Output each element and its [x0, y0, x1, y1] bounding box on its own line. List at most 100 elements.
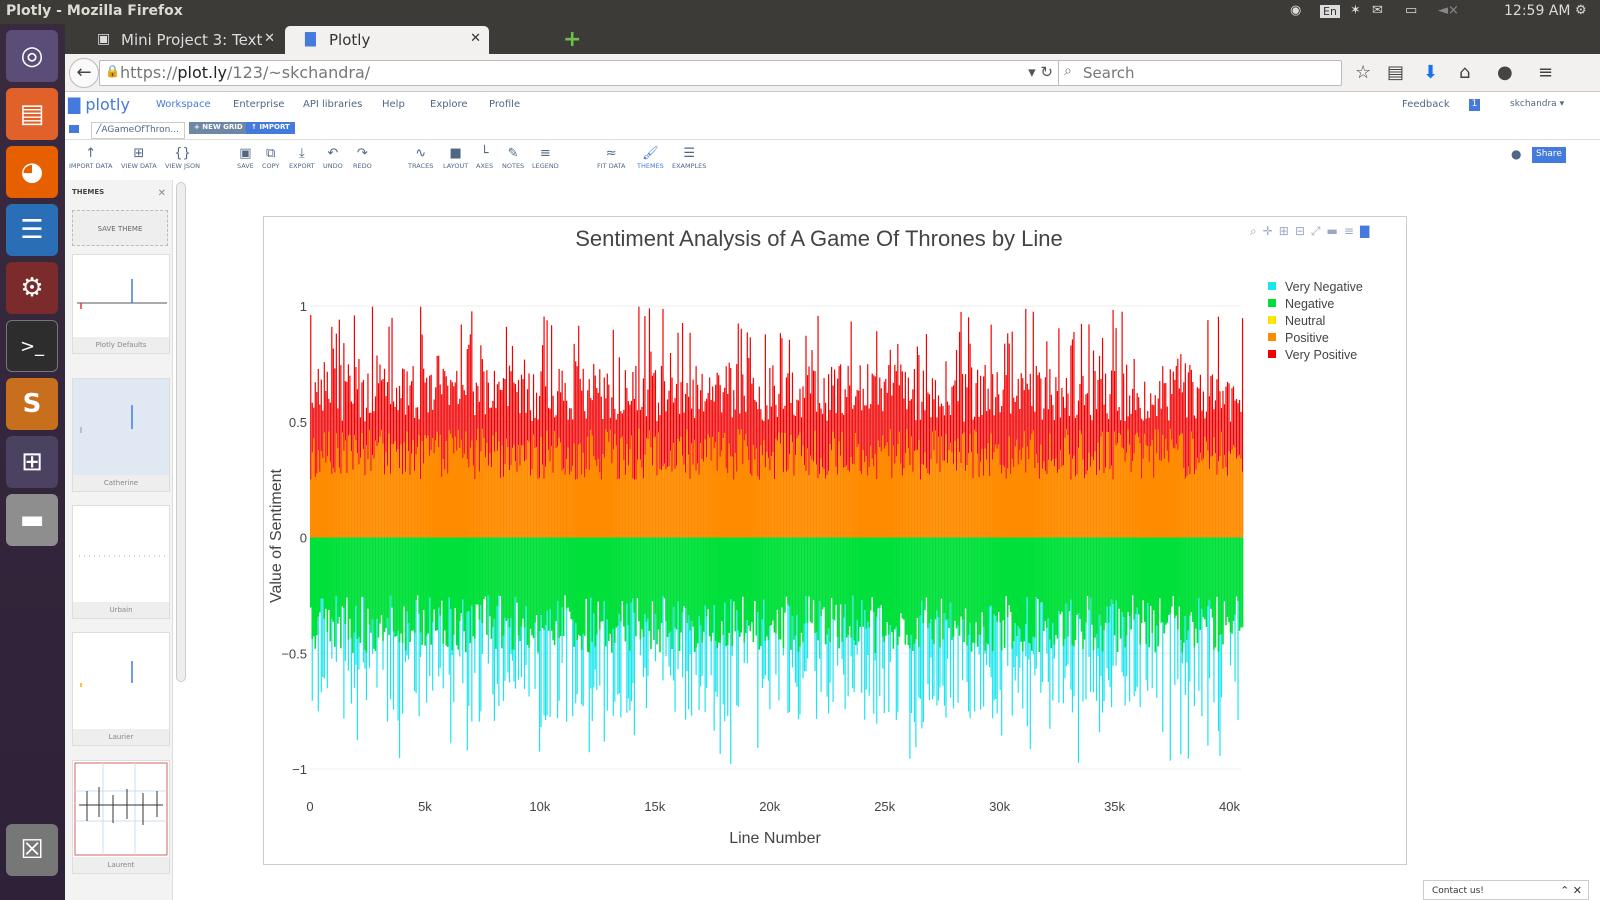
autoscale-icon[interactable]: ⤢	[1310, 224, 1327, 238]
theme-label: Urbain	[73, 602, 169, 618]
menu-hamburger-icon[interactable]: ≡	[1538, 62, 1554, 83]
theme-plotly-defaults[interactable]: Plotly Defaults	[72, 254, 170, 354]
theme-catherine[interactable]: Catherine	[72, 378, 170, 492]
nav-help[interactable]: Help	[382, 99, 405, 110]
notes-tool[interactable]: ✎ NOTES	[502, 146, 525, 170]
sublime-text-icon[interactable]: S	[6, 378, 58, 430]
close-tab-icon[interactable]: ✕	[470, 31, 481, 46]
folder-icon[interactable]	[69, 125, 79, 133]
writer-document-icon[interactable]: ☰	[6, 204, 58, 256]
contact-us-widget[interactable]: Contact us! ⌃ ✕	[1423, 880, 1589, 900]
hover-compare-icon[interactable]: ≡	[1343, 224, 1360, 238]
workspace-switcher-icon[interactable]: ⊞	[6, 436, 58, 488]
feedback-link[interactable]: Feedback	[1402, 99, 1450, 110]
zoom-out-icon[interactable]: ⊟	[1294, 224, 1311, 238]
firefox-icon[interactable]: ◕	[6, 146, 58, 198]
examples-tool[interactable]: ☰ EXAMPLES	[672, 146, 707, 170]
browser-tab-bar: ▣ Mini Project 3: Text ... ✕ ▇ Plotly ✕ …	[65, 24, 1600, 67]
plot-modebar[interactable]: ⌕✛⊞⊟⤢▬≡▇	[1250, 224, 1375, 239]
trash-icon[interactable]: ☒	[6, 824, 58, 876]
ubuntu-dash-icon[interactable]: ◎	[6, 30, 58, 82]
zoom-icon[interactable]: ⌕	[1250, 224, 1263, 238]
traces-tool[interactable]: ∿ TRACES	[408, 146, 434, 170]
comment-icon[interactable]: ●	[1511, 147, 1522, 161]
fit-data-tool[interactable]: ≈ FIT DATA	[597, 146, 626, 170]
mail-icon[interactable]: ✉	[1372, 3, 1383, 18]
home-icon[interactable]: ⌂	[1459, 62, 1471, 83]
nav-explore[interactable]: Explore	[430, 99, 468, 110]
url-host: plot.ly	[177, 63, 228, 82]
legend-label: Very Negative	[1285, 280, 1363, 294]
theme-label: Plotly Defaults	[73, 337, 169, 353]
download-icon: ⤓	[298, 146, 305, 161]
axes-tool[interactable]: └ AXES	[476, 146, 494, 170]
theme-laurier[interactable]: Laurier	[72, 632, 170, 746]
nav-enterprise[interactable]: Enterprise	[233, 99, 285, 110]
grid-tab[interactable]: ╱AGameOfThron...	[91, 122, 185, 139]
import-data-tool[interactable]: ↑ IMPORT DATA	[69, 146, 113, 170]
grid-bar: ╱AGameOfThron... + NEW GRID ↑ IMPORT	[65, 118, 1600, 140]
plotly-logo-icon[interactable]: ▇	[1359, 224, 1376, 238]
undo-tool[interactable]: ↶ UNDO	[323, 146, 343, 170]
import-icon: ↑	[85, 146, 97, 161]
back-button[interactable]: ←	[69, 58, 99, 88]
theme-urbain[interactable]: Urbain	[72, 505, 170, 619]
search-input[interactable]: ⌕ Search	[1058, 60, 1342, 86]
themes-tool[interactable]: 🖌 THEMES	[637, 146, 664, 170]
reload-icon[interactable]: ▾ ↻	[1028, 63, 1053, 81]
chat-bubble-icon[interactable]: ●	[1497, 62, 1513, 83]
themes-scrollbar[interactable]	[176, 182, 186, 682]
legend-swatch	[1268, 333, 1276, 341]
close-tab-icon[interactable]: ✕	[264, 31, 275, 46]
files-folder-icon[interactable]: ▤	[6, 88, 58, 140]
share-button[interactable]: Share	[1532, 147, 1566, 163]
save-theme-button[interactable]: SAVE THEME	[72, 210, 168, 246]
themes-panel-title: THEMES	[72, 188, 105, 196]
x-axis-ticks: 0 5k 10k 15k 20k 25k 30k 35k 40k	[306, 799, 1240, 814]
export-tool[interactable]: ⤓ EXPORT	[289, 146, 315, 170]
tab-mini-project[interactable]: ▣ Mini Project 3: Text ... ✕	[77, 26, 283, 67]
pan-icon[interactable]: ✛	[1262, 224, 1279, 238]
save-tool[interactable]: ▣ SAVE	[237, 146, 254, 170]
collapse-close-icon[interactable]: ⌃ ✕	[1560, 884, 1582, 897]
keyboard-layout-indicator[interactable]: En	[1320, 5, 1340, 18]
disk-drive-icon[interactable]: ▬	[6, 494, 58, 546]
nav-workspace[interactable]: Workspace	[156, 99, 211, 110]
view-data-tool[interactable]: ⊞ VIEW DATA	[121, 146, 157, 170]
battery-icon[interactable]: ▭	[1405, 3, 1418, 18]
reading-list-icon[interactable]: ▤	[1387, 62, 1405, 83]
grid-icon: ⊞	[133, 146, 145, 161]
volume-muted-icon[interactable]: ◄×	[1438, 3, 1459, 18]
theme-laurent[interactable]: Laurent	[72, 760, 170, 874]
import-button[interactable]: ↑ IMPORT	[246, 122, 295, 134]
wifi-icon[interactable]: ◉	[1290, 3, 1302, 18]
close-panel-icon[interactable]: ✕	[157, 188, 166, 199]
x-tick-label: 10k	[529, 799, 550, 814]
view-json-tool[interactable]: {} VIEW JSON	[165, 146, 200, 170]
y-axis-ticks: 1 0.5 0 −0.5 −1	[281, 299, 307, 777]
power-gear-icon[interactable]: ⚙	[1575, 3, 1587, 18]
terminal-icon[interactable]: >_	[6, 320, 58, 372]
legend-tool[interactable]: ≡ LEGEND	[532, 146, 559, 170]
bookmark-star-icon[interactable]: ☆	[1355, 62, 1372, 83]
tab-plotly[interactable]: ▇ Plotly ✕	[285, 26, 489, 54]
clock[interactable]: 12:59 AM	[1504, 3, 1571, 19]
notification-badge[interactable]: 1	[1469, 99, 1480, 111]
plotly-logo[interactable]: ▇ plotly	[68, 95, 130, 114]
nav-profile[interactable]: Profile	[489, 99, 521, 110]
url-bar[interactable]: 🔒 https://plot.ly/123/~skchandra/ ▾ ↻	[99, 60, 1060, 86]
nav-api-libraries[interactable]: API libraries	[303, 99, 363, 110]
system-settings-icon[interactable]: ⚙	[6, 262, 58, 314]
x-tick-label: 15k	[644, 799, 665, 814]
new-tab-plus-icon[interactable]: +	[563, 27, 582, 52]
zoom-in-icon[interactable]: ⊞	[1278, 224, 1295, 238]
bluetooth-icon[interactable]: ✶	[1350, 3, 1361, 18]
layout-tool[interactable]: ■ LAYOUT	[443, 146, 469, 170]
legend-swatch	[1268, 299, 1276, 307]
downloads-icon[interactable]: ⬇	[1423, 62, 1439, 83]
copy-tool[interactable]: ⧉ COPY	[262, 146, 280, 170]
user-menu[interactable]: skchandra ▾	[1510, 99, 1565, 109]
redo-tool[interactable]: ↷ REDO	[353, 146, 372, 170]
hover-closest-icon[interactable]: ▬	[1326, 224, 1344, 238]
new-grid-button[interactable]: + NEW GRID	[189, 122, 248, 134]
